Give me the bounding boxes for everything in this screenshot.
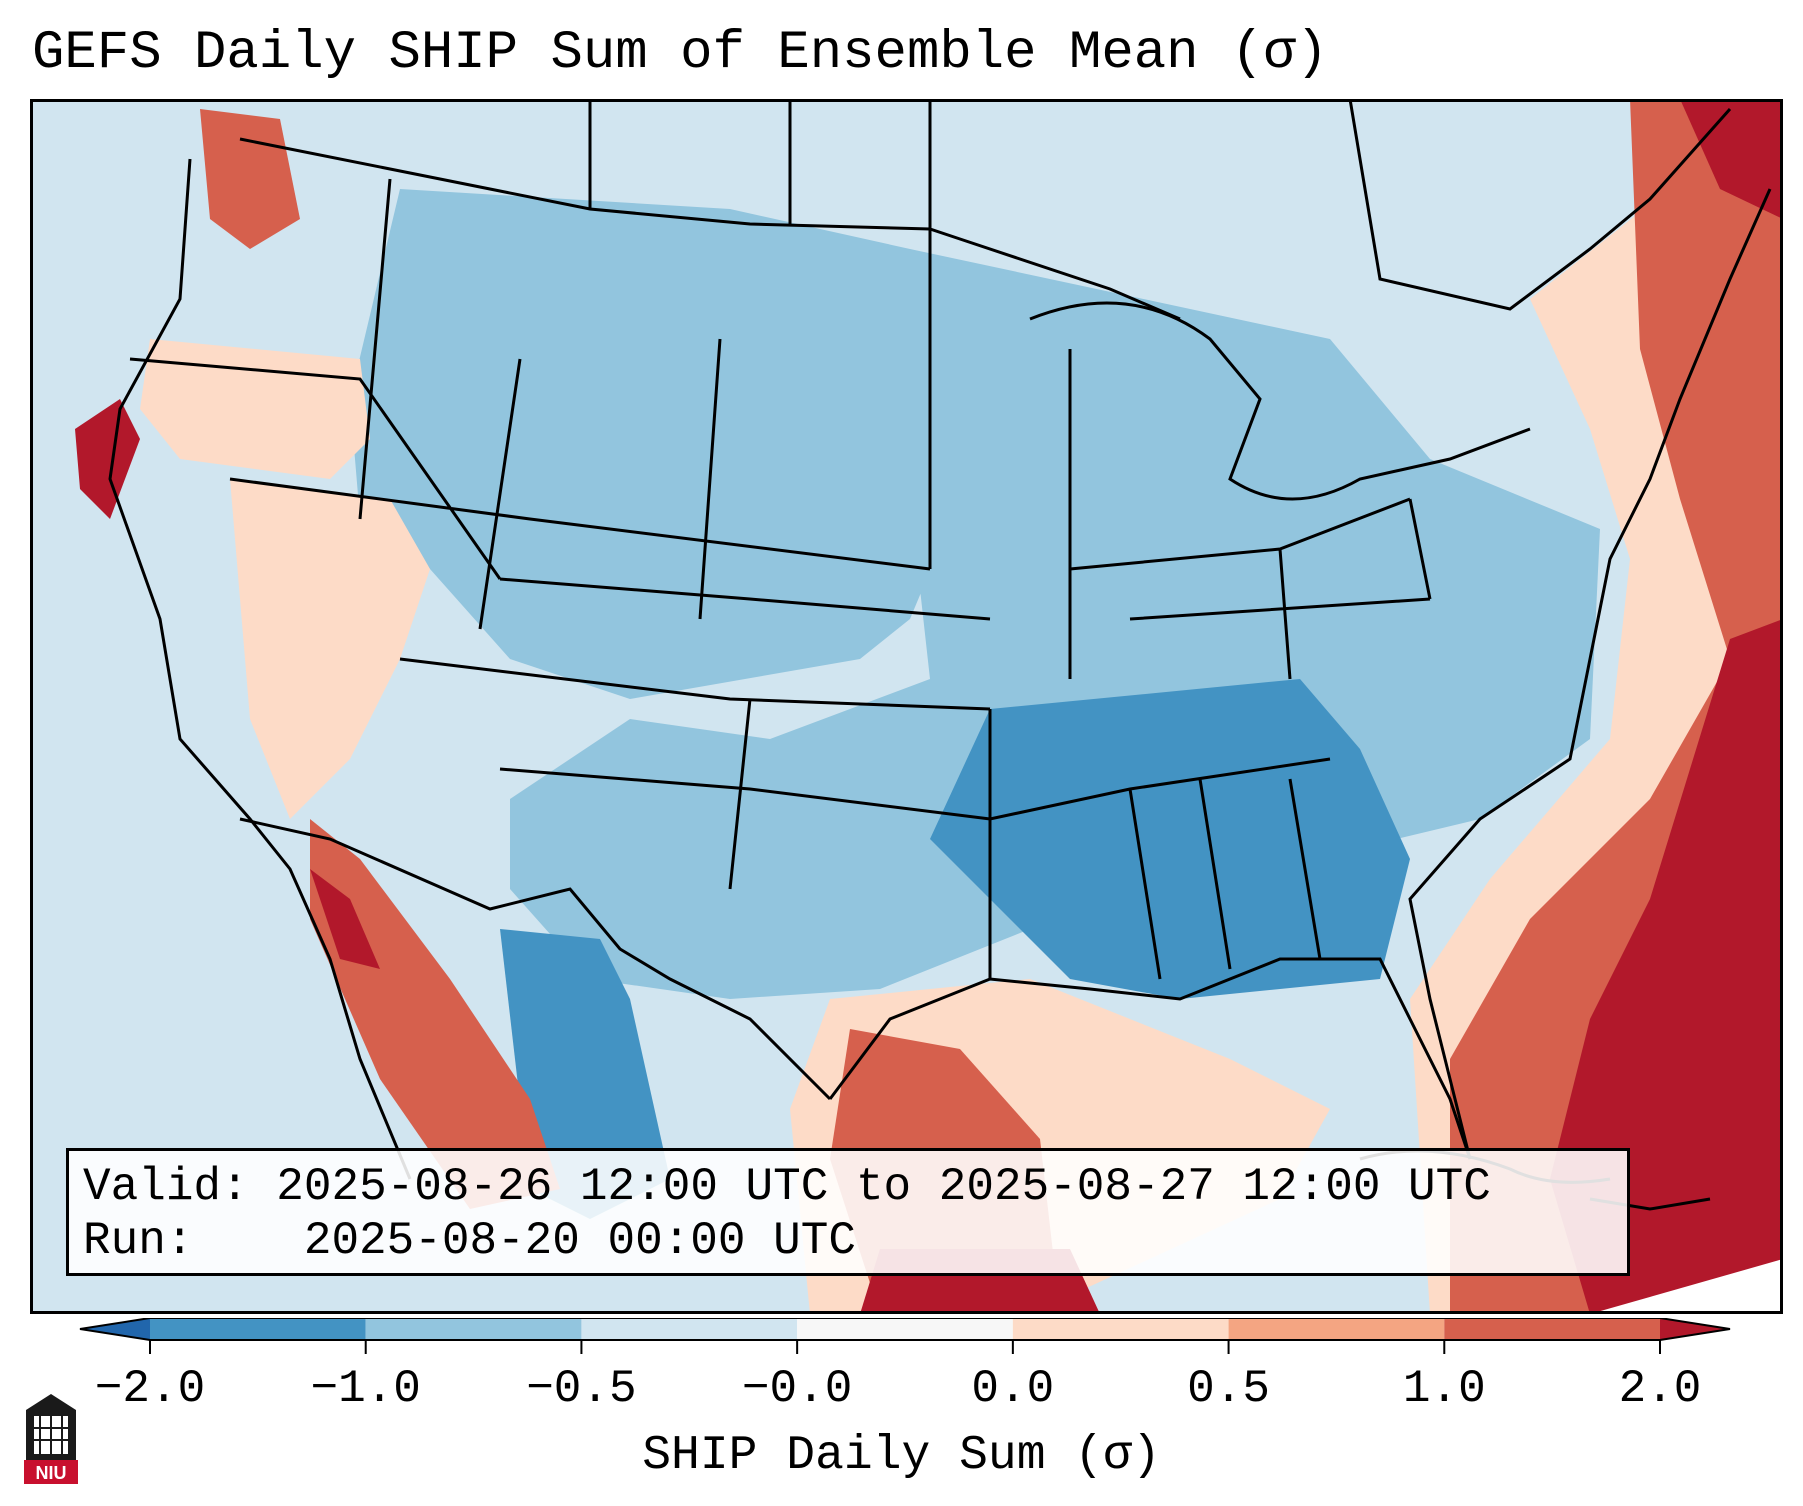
valid-row: Valid: 2025-08-26 12:00 UTC to 2025-08-2… (83, 1160, 1627, 1214)
map-frame (30, 99, 1783, 1314)
colorbar-tick-label: 0.5 (1187, 1363, 1270, 1415)
colorbar-tick-label: −2.0 (94, 1363, 206, 1415)
map-canvas (30, 99, 1783, 1314)
great-lakes (1029, 301, 1531, 501)
gulf-coast (828, 957, 1472, 1160)
run-value: 2025-08-20 00:00 UTC (303, 1215, 856, 1267)
west-coast (108, 158, 412, 1180)
colorbar-segment (1444, 1318, 1660, 1340)
niu-seal-icon: NIU (24, 1394, 78, 1484)
colorbar-segment (1012, 1318, 1229, 1340)
western-mixed-field (350, 189, 960, 699)
map-panel (30, 99, 1783, 1314)
southeast-blue (930, 679, 1410, 999)
atlantic-red (1550, 619, 1783, 1314)
niu-logo-text: NIU (36, 1463, 67, 1483)
canada-line (588, 99, 932, 229)
east-coast (1408, 188, 1772, 1160)
no-data-corner (1590, 1259, 1783, 1314)
state-lines-south (499, 698, 1331, 980)
ne-border (1348, 99, 1732, 311)
colorbar-segment (1660, 1318, 1730, 1340)
run-label: Run: (83, 1215, 194, 1267)
colorbar-tick-label: −1.0 (310, 1363, 421, 1415)
colorbar-tick-label: −0.5 (526, 1363, 637, 1415)
valid-run-box: Valid: 2025-08-26 12:00 UTC to 2025-08-2… (66, 1148, 1630, 1276)
northeast-red (1680, 99, 1783, 219)
colorbar-segment (1228, 1318, 1445, 1340)
wa-coast-red (200, 109, 300, 249)
colorbar-label: SHIP Daily Sum (σ) (642, 1429, 1161, 1483)
state-lines-north (358, 178, 1072, 679)
chart-title: GEFS Daily SHIP Sum of Ensemble Mean (σ) (32, 23, 1329, 84)
colorbar-tick-label: 2.0 (1618, 1363, 1702, 1415)
colorbar-segment (365, 1318, 582, 1340)
pacific-coast-red (75, 399, 140, 519)
colorbar-segment (581, 1318, 798, 1340)
colorbar-tick-label: 0.0 (971, 1363, 1055, 1415)
colorbar-tick-label: −0.0 (741, 1363, 853, 1415)
colorbar-tick-label: 1.0 (1402, 1363, 1486, 1415)
colorbar-segment (797, 1318, 1013, 1340)
boundary-lines (108, 99, 1772, 1180)
niu-logo: NIU (22, 1390, 80, 1486)
baja-red (310, 869, 380, 969)
valid-value: 2025-08-26 12:00 UTC to 2025-08-27 12:00… (276, 1161, 1491, 1213)
colorbar-svg (79, 1318, 1731, 1354)
state-lines-mid (129, 357, 991, 711)
valid-label: Valid: (83, 1161, 249, 1213)
mexico-border (239, 817, 832, 1101)
colorbar-segment (150, 1318, 366, 1340)
run-row: Run: 2025-08-20 00:00 UTC (83, 1214, 1627, 1268)
gulf-california-warm (310, 819, 560, 1209)
state-lines-east (1069, 497, 1432, 680)
colorbar-segment (80, 1318, 150, 1340)
great-basin-pale (230, 479, 430, 819)
